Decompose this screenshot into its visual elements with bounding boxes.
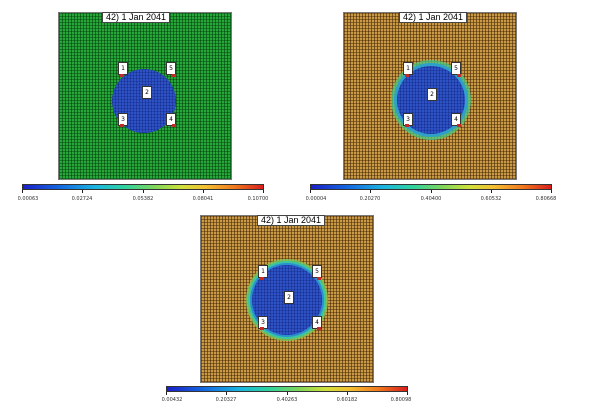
well-dot [457,124,461,127]
colorbar-tick [491,190,492,193]
colorbar-tick [22,190,23,193]
well-marker[interactable]: 5 [166,62,176,75]
well-dot [172,124,176,127]
colorbar-3 [166,386,408,392]
map-panel-3: 1 5 2 3 4 42) 1 Jan 2041 [200,215,374,383]
well-dot [120,74,124,77]
colorbar-tick-label: 0.80098 [390,397,412,403]
colorbar-tick [370,190,371,193]
well-marker[interactable]: 2 [284,291,294,304]
colorbar-tick-label: 0.60532 [480,196,502,202]
map-panel-1: 1 5 2 3 4 42) 1 Jan 2041 [58,12,232,180]
colorbar-tick [431,190,432,193]
well-dot [457,74,461,77]
colorbar-tick-label: 0.40263 [276,397,298,403]
colorbar-tick [143,190,144,193]
colorbar-tick [287,392,288,395]
colorbar-tick-label: 0.20270 [359,196,381,202]
well-marker[interactable]: 5 [451,62,461,75]
map-panel-2: 1 5 2 3 4 42) 1 Jan 2041 [343,12,517,180]
colorbar-tick-label: 0.00432 [161,397,183,403]
timestep-label: 42) 1 Jan 2041 [257,215,326,226]
well-dot [317,327,321,330]
well-dot [405,124,409,127]
colorbar-1 [22,184,264,190]
colorbar-tick-label: 0.40400 [420,196,442,202]
colorbar-tick [263,190,264,193]
well-dot [317,277,321,280]
well-marker[interactable]: 4 [451,113,461,126]
colorbar-tick [347,392,348,395]
colorbar-tick-label: 0.08041 [192,196,214,202]
colorbar-2 [310,184,552,190]
timestep-label: 42) 1 Jan 2041 [399,12,468,23]
colorbar-tick [226,392,227,395]
timestep-label: 42) 1 Jan 2041 [102,12,171,23]
colorbar-tick [551,190,552,193]
colorbar-tick-label: 0.02724 [71,196,93,202]
well-dot [405,74,409,77]
colorbar-tick [166,392,167,395]
well-marker[interactable]: 4 [166,113,176,126]
well-dot [172,74,176,77]
well-dot [260,327,264,330]
well-marker[interactable]: 2 [427,88,437,101]
colorbar-tick-label: 0.05382 [132,196,154,202]
colorbar-tick [407,392,408,395]
colorbar-tick-label: 0.10700 [247,196,269,202]
colorbar-tick [203,190,204,193]
colorbar-tick-label: 0.00004 [305,196,327,202]
well-marker[interactable]: 2 [142,86,152,99]
well-dot [260,277,264,280]
colorbar-tick-label: 0.60182 [336,397,358,403]
colorbar-tick-label: 0.00063 [17,196,39,202]
colorbar-tick-label: 0.20327 [215,397,237,403]
colorbar-tick-label: 0.80668 [535,196,557,202]
colorbar-tick [310,190,311,193]
well-dot [120,124,124,127]
colorbar-tick [82,190,83,193]
